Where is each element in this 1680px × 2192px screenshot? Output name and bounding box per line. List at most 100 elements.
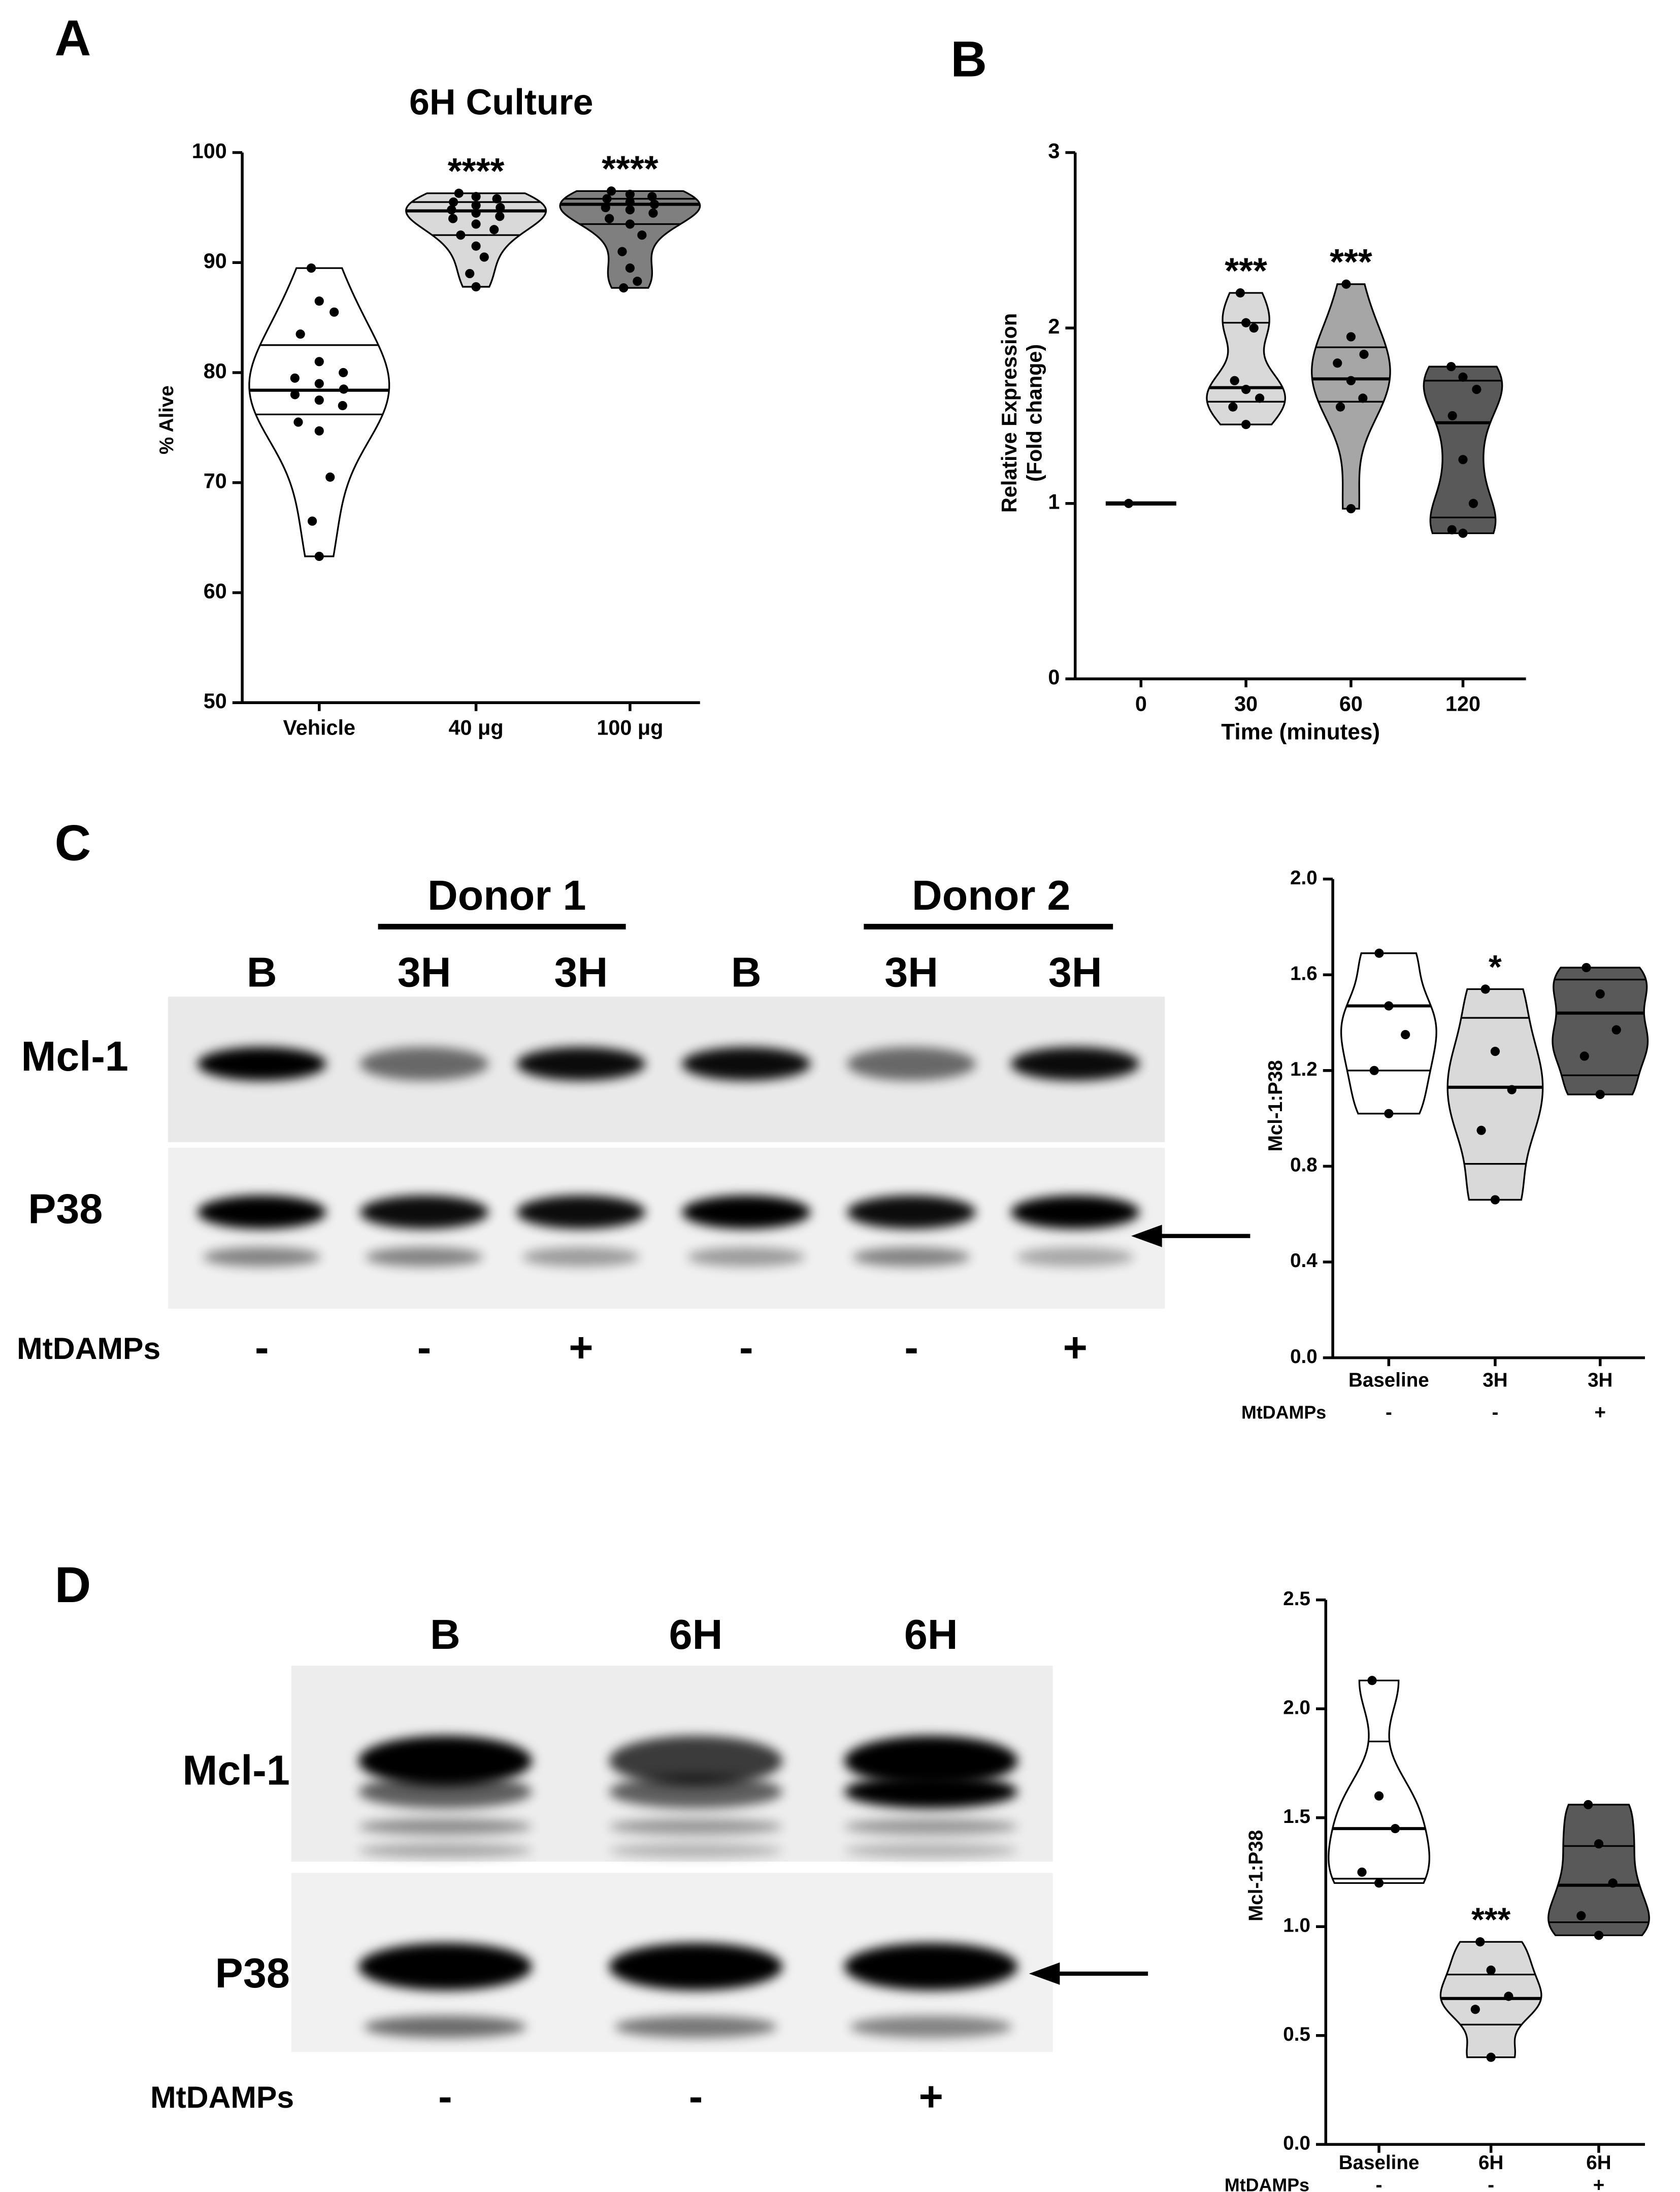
data-point bbox=[637, 230, 647, 240]
band bbox=[522, 1247, 640, 1267]
data-point bbox=[1346, 332, 1356, 342]
y-tick-label: 70 bbox=[204, 470, 227, 493]
data-point bbox=[290, 373, 300, 383]
data-point bbox=[1446, 362, 1456, 372]
data-point bbox=[314, 395, 324, 405]
significance: **** bbox=[448, 151, 505, 191]
data-point bbox=[449, 197, 458, 207]
y-tick-label: 0 bbox=[1048, 666, 1060, 689]
data-point bbox=[1470, 2005, 1480, 2014]
data-point bbox=[471, 282, 481, 292]
data-point bbox=[1458, 372, 1468, 382]
x-tick-label: 6H bbox=[1586, 2152, 1611, 2174]
violin bbox=[1547, 1804, 1650, 1937]
y-axis-label: Relative Expression bbox=[998, 313, 1021, 513]
treatment-sign: + bbox=[1063, 1324, 1088, 1371]
y-tick-label: 0.4 bbox=[1290, 1250, 1317, 1272]
donor-label: Donor 1 bbox=[427, 872, 586, 919]
data-point bbox=[448, 214, 458, 223]
data-point bbox=[1228, 402, 1238, 412]
data-point bbox=[325, 472, 335, 482]
data-point bbox=[1611, 1025, 1621, 1035]
data-point bbox=[1374, 1791, 1384, 1801]
x-tick-label: 3H bbox=[1483, 1370, 1507, 1391]
data-point bbox=[489, 225, 499, 235]
violin bbox=[405, 192, 547, 288]
data-point bbox=[1230, 376, 1239, 385]
band bbox=[609, 1843, 783, 1857]
data-point bbox=[1249, 323, 1259, 333]
y-tick-label: 2 bbox=[1048, 315, 1060, 338]
data-point bbox=[471, 241, 481, 251]
data-point bbox=[1341, 279, 1351, 289]
y-tick-label: 2.0 bbox=[1290, 867, 1317, 889]
data-point bbox=[625, 263, 635, 273]
data-point bbox=[625, 189, 635, 200]
data-point bbox=[1594, 1839, 1604, 1849]
violin bbox=[248, 267, 390, 557]
violin bbox=[1446, 988, 1544, 1201]
x-tick-label: 100 μg bbox=[597, 716, 663, 739]
band bbox=[1010, 1047, 1140, 1081]
data-point bbox=[339, 384, 349, 394]
band bbox=[197, 1047, 326, 1081]
band bbox=[203, 1247, 321, 1267]
band bbox=[681, 1047, 811, 1081]
x-tick-label: Vehicle bbox=[283, 716, 355, 739]
row-value: + bbox=[1594, 1402, 1606, 1423]
y-axis-label: Mcl-1:P38 bbox=[1265, 1060, 1287, 1151]
data-point bbox=[1475, 1937, 1485, 1947]
data-point bbox=[314, 357, 324, 367]
data-point bbox=[314, 379, 324, 388]
data-point bbox=[1579, 1051, 1589, 1061]
band bbox=[852, 1247, 970, 1267]
data-point bbox=[471, 192, 481, 202]
data-point bbox=[1359, 349, 1369, 359]
data-point bbox=[1507, 1085, 1517, 1094]
significance: * bbox=[1489, 948, 1502, 986]
row-label: Mcl-1 bbox=[182, 1746, 289, 1794]
data-point bbox=[625, 205, 635, 215]
data-point bbox=[314, 426, 324, 436]
data-point bbox=[1458, 455, 1468, 464]
y-axis-label: % Alive bbox=[156, 385, 178, 454]
lane-label: 6H bbox=[669, 1611, 723, 1658]
data-point bbox=[1241, 420, 1251, 429]
data-point bbox=[1235, 288, 1245, 298]
treatment-sign: - bbox=[255, 1324, 269, 1371]
band bbox=[614, 2015, 777, 2038]
band bbox=[359, 1047, 489, 1081]
band bbox=[516, 1195, 646, 1229]
band bbox=[197, 1195, 326, 1229]
violin bbox=[1552, 967, 1649, 1095]
data-point bbox=[1358, 393, 1368, 403]
treatment-sign: - bbox=[417, 1324, 432, 1371]
lane-label: B bbox=[430, 1611, 460, 1658]
x-tick-label: 6H bbox=[1478, 2152, 1503, 2174]
data-point bbox=[447, 205, 456, 215]
data-point bbox=[619, 283, 629, 293]
arrow-head bbox=[1029, 1962, 1060, 1985]
lane-label: 3H bbox=[884, 949, 938, 996]
row-value: - bbox=[1488, 2174, 1494, 2192]
lane-label: 3H bbox=[1048, 949, 1102, 996]
band bbox=[358, 1736, 532, 1786]
data-point bbox=[1608, 1878, 1618, 1888]
data-point bbox=[307, 516, 317, 526]
data-point bbox=[1476, 1125, 1486, 1135]
data-point bbox=[1447, 525, 1457, 535]
lane-label: B bbox=[247, 949, 277, 996]
band bbox=[847, 1195, 976, 1229]
data-point bbox=[295, 329, 305, 339]
treatment-sign: - bbox=[438, 2073, 452, 2120]
y-tick-label: 0.0 bbox=[1283, 2132, 1310, 2154]
data-point bbox=[1346, 376, 1356, 385]
data-point bbox=[1472, 384, 1481, 394]
band bbox=[687, 1247, 805, 1267]
data-point bbox=[1333, 358, 1342, 368]
data-point bbox=[649, 200, 660, 209]
data-point bbox=[1384, 1001, 1394, 1011]
band bbox=[844, 1736, 1018, 1786]
chart-title: 6H Culture bbox=[409, 82, 593, 123]
